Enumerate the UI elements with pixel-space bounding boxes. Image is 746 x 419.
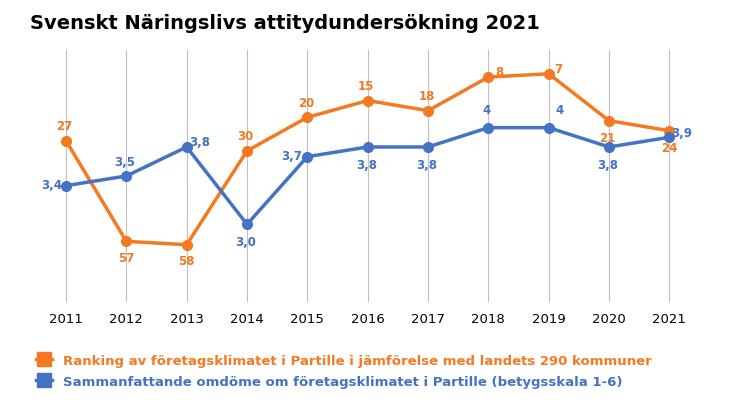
Legend: Ranking av företagsklimatet i Partille i jämförelse med landets 290 kommuner, Sa: Ranking av företagsklimatet i Partille i… [37, 354, 651, 388]
Text: 3,8: 3,8 [356, 158, 377, 171]
Text: 18: 18 [419, 90, 435, 103]
Text: 3,5: 3,5 [114, 155, 136, 168]
Text: 20: 20 [298, 97, 314, 110]
Text: 3,7: 3,7 [282, 150, 303, 163]
Text: 27: 27 [57, 120, 73, 133]
Text: 24: 24 [661, 142, 677, 155]
Text: 3,8: 3,8 [416, 158, 437, 171]
Text: 57: 57 [118, 251, 134, 264]
Text: 7: 7 [554, 63, 562, 76]
Text: 21: 21 [600, 132, 615, 145]
Text: 3,4: 3,4 [42, 179, 63, 192]
Text: 4: 4 [556, 104, 564, 117]
Text: 8: 8 [495, 67, 504, 80]
Text: 30: 30 [237, 130, 254, 143]
Text: Svenskt Näringslivs attitydundersökning 2021: Svenskt Näringslivs attitydundersökning … [30, 14, 539, 34]
Text: 4: 4 [483, 104, 491, 117]
Text: 58: 58 [178, 255, 195, 268]
Text: 3,9: 3,9 [671, 127, 692, 140]
Text: 3,8: 3,8 [189, 136, 210, 149]
Text: 15: 15 [358, 80, 374, 93]
Text: 3,0: 3,0 [235, 236, 256, 249]
Text: 3,8: 3,8 [597, 158, 618, 171]
